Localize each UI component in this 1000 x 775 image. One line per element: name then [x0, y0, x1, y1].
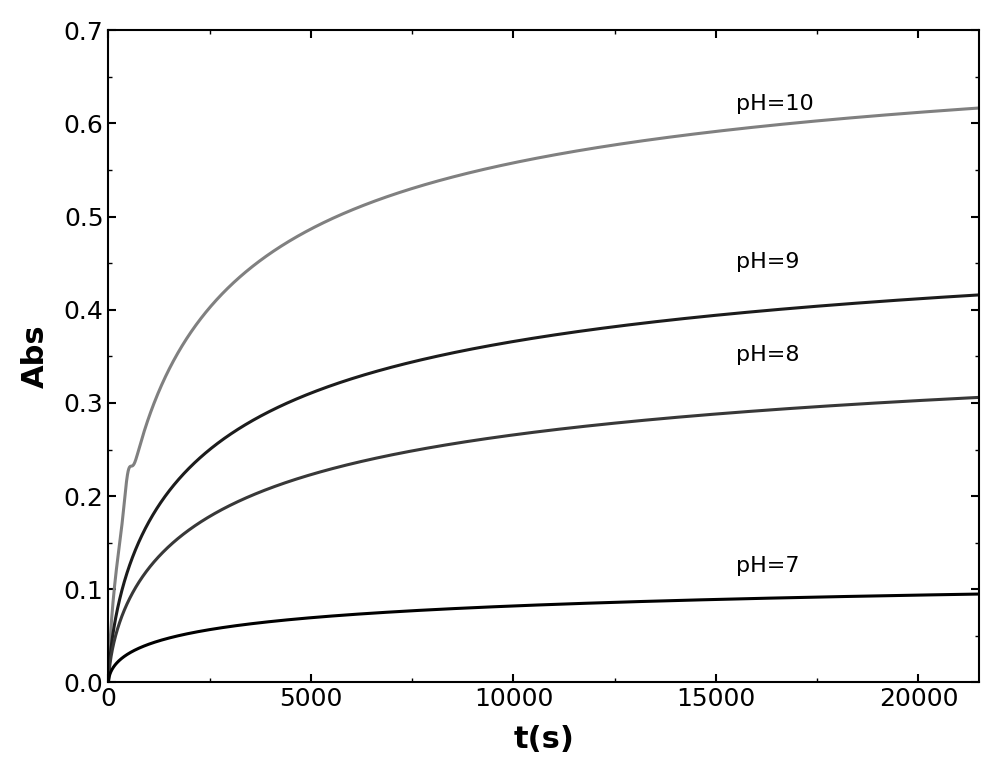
Text: pH=7: pH=7	[736, 556, 800, 577]
Text: pH=9: pH=9	[736, 252, 800, 272]
Y-axis label: Abs: Abs	[21, 325, 50, 388]
Text: pH=10: pH=10	[736, 94, 814, 113]
Text: pH=8: pH=8	[736, 345, 800, 365]
X-axis label: t(s): t(s)	[513, 725, 574, 754]
